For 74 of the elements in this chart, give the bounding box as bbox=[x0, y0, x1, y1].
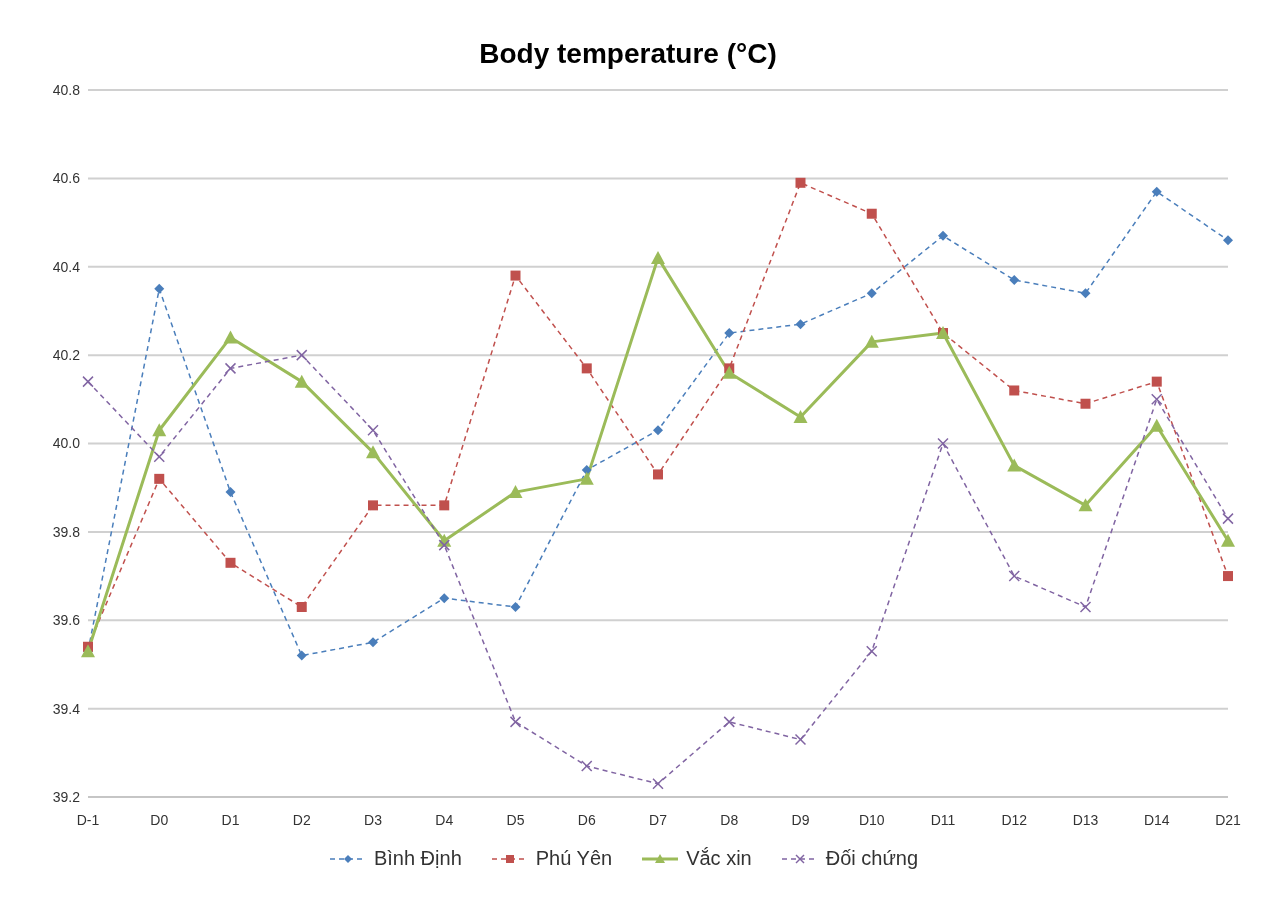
legend-label: Đối chứng bbox=[824, 847, 919, 870]
y-tick-label: 40.0 bbox=[52, 435, 81, 452]
point bbox=[579, 471, 594, 485]
x-tick-label: D6 bbox=[577, 811, 596, 828]
point bbox=[722, 365, 737, 379]
point bbox=[1223, 235, 1233, 246]
x-tick-label: D-1 bbox=[76, 811, 100, 828]
point bbox=[152, 423, 167, 437]
x-tick-label: D14 bbox=[1143, 811, 1170, 828]
point bbox=[864, 334, 879, 348]
point bbox=[793, 409, 808, 423]
point bbox=[368, 637, 378, 648]
point bbox=[651, 250, 665, 264]
point bbox=[294, 374, 309, 388]
point bbox=[581, 363, 592, 374]
point bbox=[1151, 186, 1162, 197]
y-tick-label: 39.2 bbox=[52, 788, 81, 805]
point bbox=[366, 445, 380, 459]
y-tick-label: 40.6 bbox=[52, 170, 81, 187]
x-tick-label: D8 bbox=[720, 811, 739, 828]
point bbox=[653, 469, 663, 480]
x-tick-label: D10 bbox=[858, 811, 885, 828]
point bbox=[508, 485, 523, 499]
x-tick-label: D4 bbox=[435, 811, 454, 828]
point bbox=[296, 650, 307, 661]
point bbox=[225, 557, 236, 568]
point bbox=[510, 270, 521, 281]
legend-label: Phú Yên bbox=[534, 847, 613, 870]
point bbox=[1009, 385, 1020, 396]
legend-label: Vắc xin bbox=[685, 847, 752, 870]
point bbox=[1080, 398, 1091, 409]
point bbox=[1151, 376, 1162, 387]
point bbox=[866, 288, 877, 299]
y-tick-label: 39.8 bbox=[52, 523, 81, 540]
y-tick-label: 39.4 bbox=[52, 700, 81, 717]
point bbox=[154, 473, 165, 484]
x-tick-label: D5 bbox=[506, 811, 525, 828]
x-tick-label: D2 bbox=[292, 811, 311, 828]
y-tick-label: 40.4 bbox=[52, 258, 81, 275]
point bbox=[510, 601, 521, 612]
point bbox=[296, 601, 307, 612]
chart-title: Body temperature (°C) bbox=[478, 37, 778, 71]
point bbox=[795, 319, 806, 330]
point bbox=[1221, 533, 1235, 547]
point bbox=[225, 487, 236, 498]
point bbox=[938, 230, 948, 241]
y-tick-label: 40.2 bbox=[52, 347, 81, 364]
x-tick-label: D0 bbox=[150, 811, 169, 828]
y-tick-label: 40.8 bbox=[52, 81, 81, 98]
point bbox=[1149, 418, 1164, 432]
point bbox=[866, 208, 877, 219]
point bbox=[368, 500, 378, 511]
point bbox=[653, 425, 663, 436]
point bbox=[1007, 458, 1022, 472]
x-tick-label: D12 bbox=[1001, 811, 1028, 828]
legend-label: Bình Định bbox=[372, 847, 462, 870]
point bbox=[724, 328, 735, 339]
point bbox=[1080, 288, 1091, 299]
point bbox=[1078, 498, 1093, 512]
x-tick-label: D3 bbox=[364, 811, 383, 828]
x-tick-label: D7 bbox=[649, 811, 668, 828]
y-tick-label: 39.6 bbox=[52, 612, 81, 629]
x-tick-label: D13 bbox=[1072, 811, 1099, 828]
point bbox=[154, 283, 165, 294]
point bbox=[795, 177, 806, 188]
point bbox=[439, 500, 450, 511]
x-tick-label: D21 bbox=[1215, 811, 1242, 828]
point bbox=[1009, 275, 1020, 286]
x-tick-label: D1 bbox=[221, 811, 240, 828]
x-tick-label: D11 bbox=[930, 811, 956, 828]
point bbox=[223, 330, 238, 344]
point bbox=[439, 593, 450, 604]
point bbox=[1223, 571, 1233, 582]
x-tick-label: D9 bbox=[791, 811, 810, 828]
